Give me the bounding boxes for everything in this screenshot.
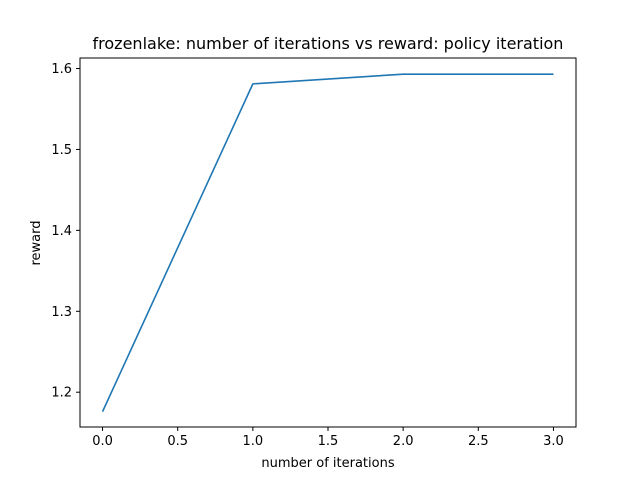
x-axis-ticks: 0.0 0.5 1.0 1.5 2.0 2.5 3.0 xyxy=(92,427,564,449)
x-tick-label: 1.5 xyxy=(318,434,339,449)
y-tick-label: 1.4 xyxy=(51,224,72,239)
x-axis-label: number of iterations xyxy=(261,456,394,471)
y-axis-label: reward xyxy=(29,220,44,265)
y-tick-label: 1.3 xyxy=(51,305,72,320)
x-tick-label: 2.0 xyxy=(393,434,414,449)
y-axis-ticks: 1.2 1.3 1.4 1.5 1.6 xyxy=(51,62,80,401)
chart-title: frozenlake: number of iterations vs rewa… xyxy=(93,34,564,53)
y-tick-label: 1.5 xyxy=(51,143,72,158)
x-tick-label: 1.0 xyxy=(243,434,264,449)
y-tick-label: 1.6 xyxy=(51,62,72,77)
series-line-0 xyxy=(101,73,554,412)
axes-frame xyxy=(79,57,577,428)
plot-area xyxy=(79,57,577,428)
x-tick-label: 0.0 xyxy=(92,434,113,449)
x-tick-label: 2.5 xyxy=(468,434,489,449)
y-tick-label: 1.2 xyxy=(51,386,72,401)
x-tick-label: 3.0 xyxy=(543,434,564,449)
series-layer xyxy=(101,73,554,412)
x-tick-label: 0.5 xyxy=(167,434,188,449)
